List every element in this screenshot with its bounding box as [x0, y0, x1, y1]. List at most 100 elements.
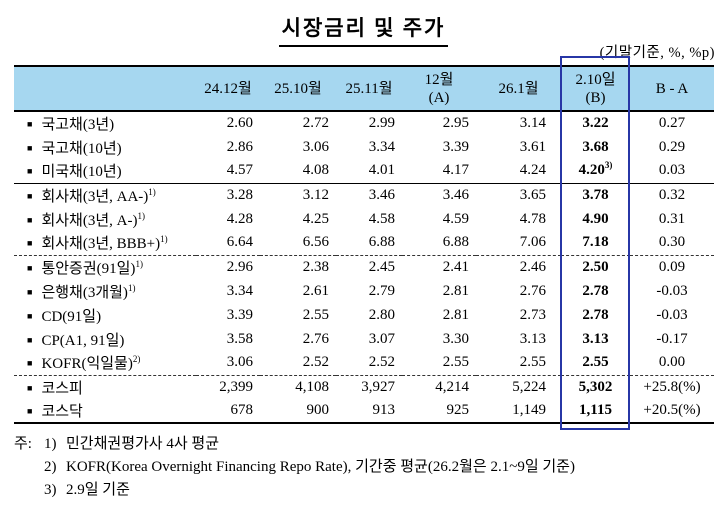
- cell-value: 4.08: [302, 162, 329, 179]
- cell-value: 4.24: [519, 162, 546, 179]
- page-title: 시장금리 및 주가: [278, 12, 449, 47]
- row-label: ■ CD(91일): [27, 308, 102, 325]
- cell-value: 4.17: [442, 162, 469, 179]
- row-label: ■ 회사채(3년, BBB+)1): [27, 234, 168, 253]
- cell-value-b-minus-a: 0.00: [658, 354, 686, 371]
- square-bullet-icon: ■: [27, 406, 33, 416]
- cell-value: 2.55: [442, 354, 469, 371]
- cell-value-b: 4.90: [582, 210, 609, 227]
- cell-value: 2.61: [302, 282, 329, 299]
- footnote-item: 3) 2.9일 기준: [14, 479, 575, 502]
- cell-value: 5,224: [476, 374, 561, 399]
- cell-value: 2.95: [442, 115, 469, 131]
- square-bullet-icon: ■: [27, 214, 33, 225]
- row-label: ■ 코스피: [14, 374, 196, 399]
- unit-caption: (기말기준, %, %p): [599, 45, 715, 61]
- cell-value: 2.80: [368, 306, 395, 323]
- footnote-number: 3): [44, 482, 57, 498]
- cell-value: 2.55: [302, 306, 329, 323]
- cell-value: 3.14: [519, 115, 546, 131]
- cell-value-b: 3.13: [582, 330, 609, 347]
- market-rates-table: 24.12월 25.10월 25.11월 12월 (A) 26.1월 2.10일 (B) B -…: [14, 65, 714, 424]
- row-label: ■ 회사채(3년, AA-)1): [14, 182, 196, 207]
- cell-value-b: 2.78: [582, 282, 609, 299]
- square-bullet-icon: ■: [27, 190, 33, 201]
- cell-value: 2.73: [519, 306, 546, 323]
- cell-value: 3.46: [336, 182, 402, 207]
- cell-value: 3.34: [368, 138, 395, 155]
- footnote-item: 주: 1) 민간채권평가사 4사 평균: [14, 433, 575, 456]
- square-bullet-icon: ■: [27, 262, 33, 273]
- column-header: 25.10월: [260, 66, 336, 112]
- cell-value: 2.41: [402, 254, 476, 279]
- column-header: 26.1월: [476, 66, 561, 112]
- square-bullet-icon: ■: [27, 142, 33, 153]
- cell-value: 678: [230, 402, 254, 418]
- cell-value: 2.38: [260, 254, 336, 279]
- cell-value: 4.59: [442, 210, 469, 227]
- footnote-text: KOFR(Korea Overnight Financing Repo Rate…: [66, 459, 575, 475]
- cell-value: 6.64: [226, 234, 253, 251]
- cell-value-b-minus-a: 0.30: [658, 234, 686, 251]
- cell-value-b-minus-a: +25.8(%): [630, 374, 714, 399]
- row-label: ■ 국고채(10년): [27, 140, 122, 157]
- cell-value: 2.52: [368, 354, 395, 371]
- cell-value: 4,214: [402, 374, 476, 399]
- cell-value: 3.61: [519, 138, 546, 155]
- cell-value: 2.86: [226, 138, 253, 155]
- footnotes: 주: 1) 민간채권평가사 4사 평균 2) KOFR(Korea Overni…: [14, 433, 575, 502]
- cell-value: 2.76: [302, 330, 329, 347]
- cell-value-b: 3.68: [582, 138, 609, 155]
- cell-value-b: 2.50: [561, 254, 630, 279]
- cell-value: 3.65: [476, 182, 561, 207]
- footnote-prefix: 주:: [14, 436, 32, 452]
- cell-value-b: 5,302: [561, 374, 630, 399]
- square-bullet-icon: ■: [27, 358, 33, 369]
- cell-value: 4.57: [226, 162, 253, 179]
- table-row: ■ KOFR(익일물)2) 3.06 2.52 2.52 2.55 2.55 2.55 0.00: [14, 351, 714, 375]
- cell-value: 2,399: [196, 374, 260, 399]
- cell-value: 3.28: [196, 182, 260, 207]
- cell-value: 3.30: [442, 330, 469, 347]
- cell-value-b: 7.18: [582, 234, 609, 251]
- row-label: ■ 미국채(10년): [27, 164, 122, 181]
- cell-value: 2.81: [442, 282, 469, 299]
- cell-value: 3.39: [442, 138, 469, 155]
- cell-value: 3.13: [519, 330, 546, 347]
- cell-value: 2.72: [302, 115, 329, 131]
- cell-value-b-minus-a: 0.09: [630, 254, 714, 279]
- table-row: ■ 통안증권(91일)1) 2.96 2.38 2.45 2.41 2.46 2.50 0.09: [14, 254, 714, 279]
- cell-value: 913: [372, 402, 396, 418]
- table-header: 24.12월 25.10월 25.11월 12월 (A) 26.1월 2.10일 (B) B -…: [14, 66, 714, 112]
- cell-value: 3.06: [226, 354, 253, 371]
- cell-value: 4.58: [368, 210, 395, 227]
- row-label: ■ 회사채(3년, A-)1): [27, 210, 145, 229]
- cell-value-b: 4.203): [578, 160, 613, 179]
- cell-value-b-minus-a: 0.29: [658, 138, 686, 155]
- cell-value: 2.60: [226, 115, 253, 131]
- row-label: ■ KOFR(익일물)2): [27, 354, 141, 373]
- cell-value-b-minus-a: 0.31: [658, 210, 686, 227]
- cell-value-b-minus-a: 0.32: [630, 182, 714, 207]
- table-row: ■ 은행채(3개월)1) 3.34 2.61 2.79 2.81 2.76 2.78 -0.03: [14, 279, 714, 303]
- table-row: ■ 회사채(3년, AA-)1) 3.28 3.12 3.46 3.46 3.65 3.78 0…: [14, 182, 714, 207]
- cell-value: 2.96: [196, 254, 260, 279]
- title-block: 시장금리 및 주가: [0, 12, 727, 47]
- cell-value-b-minus-a: -0.17: [656, 330, 688, 347]
- cell-value: 1,149: [512, 402, 546, 418]
- square-bullet-icon: ■: [27, 286, 33, 297]
- table-row: ■ 국고채(10년) 2.86 3.06 3.34 3.39 3.61 3.68 0.29: [14, 135, 714, 159]
- cell-value-b: 2.55: [582, 354, 609, 371]
- cell-value: 2.46: [476, 254, 561, 279]
- cell-value: 2.55: [519, 354, 546, 371]
- cell-value: 7.06: [519, 234, 546, 251]
- table-row: ■ 회사채(3년, A-)1) 4.28 4.25 4.58 4.59 4.78 4.90 0.…: [14, 207, 714, 231]
- cell-value: 3.12: [260, 182, 336, 207]
- row-label: ■ CP(A1, 91일): [27, 332, 125, 349]
- cell-value: 4,108: [260, 374, 336, 399]
- table-row: ■ CD(91일) 3.39 2.55 2.80 2.81 2.73 2.78 -0.03: [14, 303, 714, 327]
- cell-value: 4.28: [226, 210, 253, 227]
- column-header: 25.11월: [336, 66, 402, 112]
- cell-value: 925: [446, 402, 470, 418]
- square-bullet-icon: ■: [27, 334, 33, 345]
